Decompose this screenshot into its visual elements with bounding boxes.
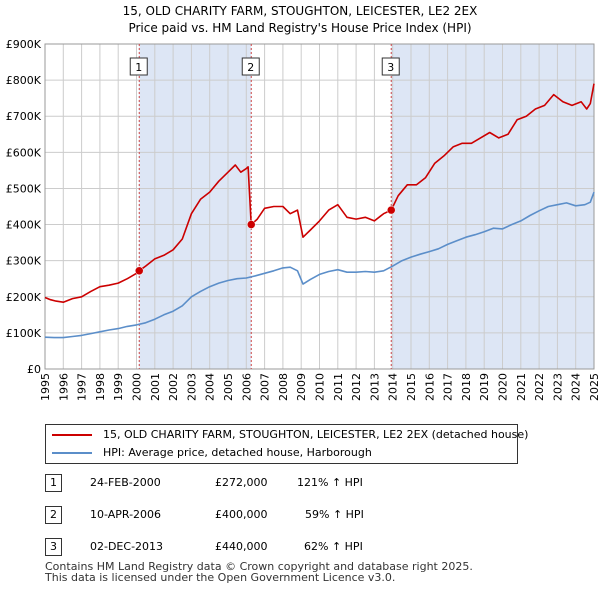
x-tick-label: 2022 <box>533 373 546 401</box>
x-tick-label: 1997 <box>76 373 89 401</box>
x-tick-label: 2011 <box>332 373 345 401</box>
x-tick-label: 2012 <box>350 373 363 401</box>
transaction-date: 24-FEB-2000 <box>90 476 161 489</box>
legend-label-price: 15, OLD CHARITY FARM, STOUGHTON, LEICEST… <box>103 428 529 441</box>
x-tick-label: 2020 <box>497 373 510 401</box>
y-tick-label: £600K <box>6 146 42 159</box>
hpi-line <box>44 191 595 339</box>
x-tick-label: 1998 <box>94 373 107 401</box>
x-tick-label: 2016 <box>423 373 436 401</box>
ownership-shade <box>391 44 594 369</box>
transaction-price: £440,000 <box>215 540 268 553</box>
x-tick-label: 1995 <box>39 373 52 401</box>
x-tick-label: 2001 <box>149 373 162 401</box>
y-tick-label: £200K <box>6 291 42 304</box>
x-tick-label: 2023 <box>551 373 564 401</box>
x-tick-label: 2004 <box>204 373 217 401</box>
x-tick-label: 2019 <box>478 373 491 401</box>
x-tick-label: 2002 <box>167 373 180 401</box>
y-tick-label: £800K <box>6 74 42 87</box>
x-tick-label: 2000 <box>131 373 144 401</box>
transaction-price: £400,000 <box>215 508 268 521</box>
y-tick-label: £700K <box>6 110 42 123</box>
y-tick-label: £500K <box>6 182 42 195</box>
x-tick-label: 2025 <box>588 373 600 401</box>
sale-marker-box <box>381 57 400 76</box>
sale-marker-box <box>129 57 148 76</box>
x-tick-label: 2010 <box>314 373 327 401</box>
y-tick-label: £0 <box>27 363 41 376</box>
chart-title-line2: Price paid vs. HM Land Registry's House … <box>128 21 472 35</box>
y-tick-label: £300K <box>6 255 42 268</box>
x-tick-label: 1999 <box>112 373 125 401</box>
price-chart: £0 £100K £200K £300K £400K £500K £600K £700K £80… <box>6 38 600 401</box>
transaction-hpi-change: 121% ↑ HPI <box>297 476 363 489</box>
x-tick-label: 2007 <box>259 373 272 401</box>
legend-swatch-hpi <box>52 452 92 454</box>
sale-point <box>246 220 256 229</box>
chart-legend: 15, OLD CHARITY FARM, STOUGHTON, LEICEST… <box>45 424 528 464</box>
x-tick-label: 2008 <box>277 373 290 401</box>
x-tick-label: 2009 <box>295 373 308 401</box>
x-tick-label: 2024 <box>570 373 583 401</box>
legend-swatch-price <box>52 434 92 436</box>
footer-attribution: Contains HM Land Registry data © Crown c… <box>45 561 473 583</box>
sale-marker-label: 2 <box>247 61 254 74</box>
sale-marker-box <box>241 57 260 76</box>
transaction-hpi-change: 59% ↑ HPI <box>305 508 364 521</box>
transaction-number-badge: 2 <box>45 506 62 524</box>
y-tick-label: £900K <box>6 38 42 51</box>
sale-point <box>134 266 144 276</box>
x-tick-label: 2015 <box>405 373 418 401</box>
transaction-number-badge: 3 <box>45 538 62 556</box>
footer-line-licence: This data is licensed under the Open Gov… <box>45 571 396 584</box>
transaction-date: 10-APR-2006 <box>90 508 162 521</box>
x-tick-label: 2005 <box>222 373 235 401</box>
chart-title-line1: 15, OLD CHARITY FARM, STOUGHTON, LEICEST… <box>122 4 478 18</box>
sale-marker-label: 3 <box>387 61 394 74</box>
x-tick-label: 2021 <box>515 373 528 401</box>
x-tick-label: 2014 <box>387 373 400 401</box>
x-tick-label: 2006 <box>240 373 253 401</box>
x-tick-label: 2017 <box>442 373 455 401</box>
footer-line-copyright: Contains HM Land Registry data © Crown c… <box>45 560 473 573</box>
sale-point <box>386 205 396 215</box>
plot-border <box>44 43 595 370</box>
transaction-price: £272,000 <box>215 476 268 489</box>
x-tick-label: 1996 <box>57 373 70 401</box>
x-tick-label: 2003 <box>185 373 198 401</box>
x-tick-label: 2013 <box>368 373 381 401</box>
transaction-date: 02-DEC-2013 <box>90 540 164 553</box>
y-tick-label: £100K <box>6 327 42 340</box>
y-tick-label: £400K <box>6 219 42 232</box>
sale-marker-label: 1 <box>135 61 142 74</box>
transaction-number-badge: 1 <box>45 474 62 492</box>
transaction-hpi-change: 62% ↑ HPI <box>304 540 363 553</box>
legend-label-hpi: HPI: Average price, detached house, Harb… <box>103 446 372 459</box>
x-tick-label: 2018 <box>460 373 473 401</box>
